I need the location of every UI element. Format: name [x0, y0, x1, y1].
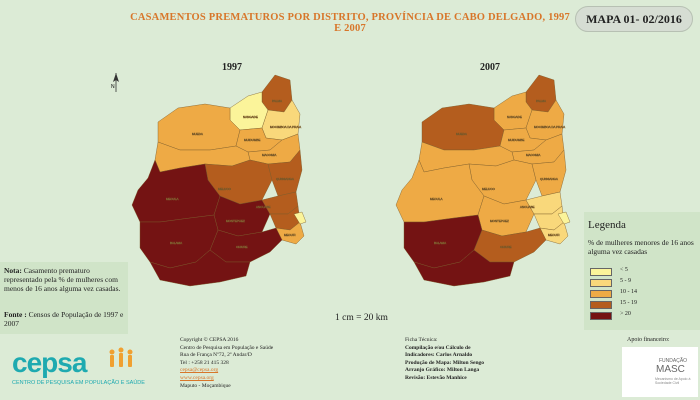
cepsa-logo: cepsa [12, 347, 87, 378]
svg-text:MECULA: MECULA [166, 197, 179, 201]
legend-label: 5 - 9 [620, 278, 631, 284]
svg-text:MECULA: MECULA [430, 197, 443, 201]
email-link[interactable]: cepsa@cepsa.org [180, 367, 219, 374]
note-panel [0, 262, 128, 334]
svg-text:PALMA: PALMA [272, 99, 282, 103]
north-arrow-icon: N [111, 73, 119, 92]
district-2007-lalaua [413, 249, 515, 287]
svg-text:PALMA: PALMA [536, 99, 546, 103]
svg-text:MACOMIA: MACOMIA [262, 153, 276, 157]
website-link[interactable]: www.cepsa.org [180, 374, 214, 381]
copyright-block: Copyright © CEPSA 2016 Centro de Pesquis… [180, 337, 350, 390]
masc-name: MASC [656, 364, 685, 375]
district-1997-lalaua [149, 249, 251, 287]
legend-swatch [590, 301, 612, 309]
copyright-line: Maputo - Moçambique [180, 382, 231, 389]
svg-text:MONTEPUEZ: MONTEPUEZ [490, 219, 509, 223]
legend-swatch [590, 268, 612, 276]
district-2007-coast [557, 211, 571, 225]
note-body: Casamento prematuro representado pela % … [4, 266, 121, 293]
cepsa-people-icon [109, 347, 133, 367]
district-1997-coast [293, 211, 307, 225]
svg-text:ANCUABE: ANCUABE [520, 205, 535, 209]
scale-label: 1 cm = 20 km [335, 313, 388, 323]
technical-sheet: Ficha Técnica: Compilação e/ou Cálculo d… [405, 337, 555, 383]
svg-text:BALAMA: BALAMA [170, 241, 182, 245]
masc-prefix: FUNDAÇÃO [659, 358, 688, 364]
legend-swatch [590, 290, 612, 298]
legend-description: % de mulheres menores de 16 anos alguma … [588, 238, 694, 256]
support-label: Apoio financeiro: [627, 337, 670, 343]
map-2007: NANGADE PALMA MOCIMBOA DA PRAIA MUEDA MU… [395, 74, 571, 287]
legend-label: < 5 [620, 267, 628, 273]
masc-subtitle: Mecanismo de Apoio à Sociedade Civil [655, 377, 691, 385]
copyright-line: Centro de Pesquisa em População e Saúde [180, 344, 274, 351]
source-label: Fonte : [4, 310, 27, 319]
north-label: N [111, 84, 115, 90]
svg-text:MOCIMBOA DA PRAIA: MOCIMBOA DA PRAIA [534, 125, 565, 129]
tech-line: Arranjo Gráfico: Milton Langa [405, 367, 480, 374]
svg-text:MACOMIA: MACOMIA [526, 153, 540, 157]
map-number-badge: MAPA 01- 02/2016 [575, 6, 693, 32]
note-text: Nota: Casamento prematuro representado p… [4, 266, 128, 293]
cepsa-logo-subtitle: CENTRO DE PESQUISA EM POPULAÇÃO E SAÚDE [12, 380, 145, 386]
svg-text:NANGADE: NANGADE [507, 115, 522, 119]
svg-text:CHIURE: CHIURE [500, 245, 512, 249]
source-text: Fonte : Censos de População de 1997 e 20… [4, 310, 128, 328]
district-1997-quissanga [267, 149, 303, 197]
copyright-line: Copyright © CEPSA 2016 [180, 337, 239, 343]
svg-text:MUIDUMBE: MUIDUMBE [508, 138, 524, 142]
map-title: CASAMENTOS PREMATUROS POR DISTRITO, PROV… [130, 12, 570, 34]
note-label: Nota: [4, 266, 22, 275]
map-1997: NANGADE PALMA MOCIMBOA DA PRAIA MUEDA MU… [131, 74, 307, 287]
svg-text:MUEDA: MUEDA [192, 132, 203, 136]
svg-text:MELUCO: MELUCO [218, 187, 232, 191]
copyright-line: Tel : +258 21 415 328 [180, 359, 229, 366]
district-2007-quissanga [531, 149, 567, 197]
svg-text:MECUFI: MECUFI [548, 233, 560, 237]
svg-text:MUIDUMBE: MUIDUMBE [244, 138, 260, 142]
copyright-line: Rua de França Nº72, 2º Andar/D [180, 352, 252, 359]
district-2007-mueda [421, 103, 505, 151]
legend-swatch [590, 279, 612, 287]
map-year-1997: 1997 [222, 62, 242, 73]
svg-text:QUISSANGA: QUISSANGA [276, 177, 294, 181]
tech-line: Revisão: Estevão Manhice [405, 374, 467, 381]
legend-swatch [590, 312, 612, 320]
legend-title: Legenda [588, 219, 626, 231]
svg-text:QUISSANGA: QUISSANGA [540, 177, 558, 181]
tech-line: Produção de Mapa: Milton Sengo [405, 359, 485, 366]
svg-text:MUEDA: MUEDA [456, 132, 467, 136]
svg-text:NANGADE: NANGADE [243, 115, 258, 119]
tech-line: Ficha Técnica: [405, 337, 438, 343]
tech-line: Compilação e/ou Cálculo de [405, 344, 471, 351]
svg-text:MONTEPUEZ: MONTEPUEZ [226, 219, 245, 223]
svg-text:BALAMA: BALAMA [434, 241, 446, 245]
legend-label: > 20 [620, 311, 631, 317]
svg-text:MECUFI: MECUFI [284, 233, 296, 237]
legend-label: 15 - 19 [620, 300, 637, 306]
district-1997-mueda [157, 103, 241, 151]
masc-logo-box [622, 347, 698, 397]
tech-line: Indicadores: Carlos Arnaldo [405, 352, 473, 359]
svg-text:CHIURE: CHIURE [236, 245, 248, 249]
map-year-2007: 2007 [480, 62, 500, 73]
svg-text:ANCUABE: ANCUABE [256, 205, 271, 209]
source-body: Censos de População de 1997 e 2007 [4, 310, 124, 328]
legend-label: 10 - 14 [620, 289, 637, 295]
svg-text:MELUCO: MELUCO [482, 187, 496, 191]
svg-text:MOCIMBOA DA PRAIA: MOCIMBOA DA PRAIA [270, 125, 301, 129]
